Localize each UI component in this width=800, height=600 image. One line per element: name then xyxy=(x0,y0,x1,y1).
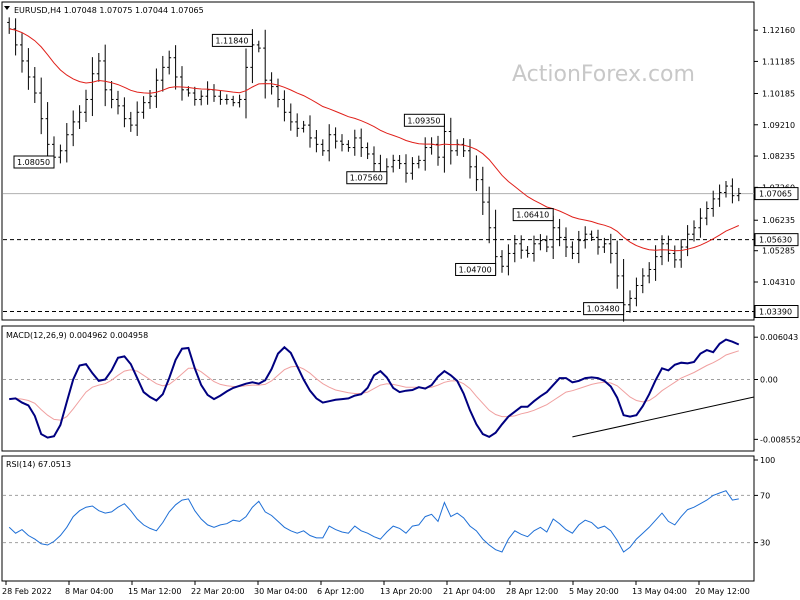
rsi-panel xyxy=(1,455,755,582)
macd-header: MACD(12,26,9) 0.004962 0.004958 xyxy=(6,331,148,340)
x-tick-label: 5 May 20:00 xyxy=(569,587,619,596)
price-header: EURUSD,H4 1.07048 1.07075 1.07044 1.0706… xyxy=(14,6,204,15)
price-bars xyxy=(7,17,741,322)
rsi-line xyxy=(8,490,739,553)
macd-signal-line xyxy=(9,350,739,421)
x-tick-label: 28 Feb 2022 xyxy=(2,587,52,596)
macd-y-tick-label: -0.008552 xyxy=(760,435,800,444)
rsi-header: RSI(14) 67.0513 xyxy=(6,460,71,469)
annotation-label: 1.04700 xyxy=(459,265,492,274)
x-tick-label: 20 May 12:00 xyxy=(695,587,750,596)
macd-trendline xyxy=(572,396,755,438)
x-tick-label: 28 Apr 12:00 xyxy=(506,587,558,596)
annotation-box xyxy=(346,171,388,185)
level-label: 1.05630 xyxy=(759,236,792,245)
price-y-tick-label: 1.12160 xyxy=(762,26,795,35)
price-panel xyxy=(1,1,755,321)
level-label-box xyxy=(754,233,799,247)
annotation-label: 1.07560 xyxy=(350,174,383,183)
x-tick-label: 8 Mar 04:00 xyxy=(65,587,113,596)
macd-y-axis: 0.006043 0.00 -0.008552 xyxy=(754,333,800,444)
price-y-tick-label: 1.06235 xyxy=(762,216,795,225)
annotation-box xyxy=(211,33,253,47)
annotation-box xyxy=(455,262,497,276)
watermark: ActionForex.com xyxy=(512,62,695,87)
price-y-tick-label: 1.11185 xyxy=(762,57,795,66)
price-annotations: 1.11840 1.08050 1.09350 1.07560 1.06410 1.047… xyxy=(13,33,625,316)
macd-line xyxy=(9,338,740,439)
rsi-y-tick-label: 70 xyxy=(760,491,770,500)
annotation-box xyxy=(583,302,625,316)
x-tick-label: 6 Apr 12:00 xyxy=(317,587,364,596)
macd-y-tick-label: 0.006043 xyxy=(760,333,798,342)
annotation-box xyxy=(403,113,445,127)
price-y-tick-label: 1.05285 xyxy=(762,247,795,256)
x-tick-label: 13 May 04:00 xyxy=(632,587,687,596)
macd-y-tick-label: 0.00 xyxy=(760,376,778,385)
rsi-reference-lines xyxy=(3,494,754,544)
price-y-tick-label: 1.04310 xyxy=(762,278,795,287)
rsi-y-tick-label: 100 xyxy=(760,456,775,465)
price-y-axis: 1.121601.111851.101851.092101.082351.072… xyxy=(754,26,795,317)
annotation-box xyxy=(13,155,55,169)
current-price-box xyxy=(754,187,799,201)
price-y-tick-label: 1.08235 xyxy=(762,152,795,161)
macd-panel xyxy=(1,325,755,452)
moving-average-line xyxy=(9,28,740,252)
x-tick-label: 15 Mar 12:00 xyxy=(128,587,181,596)
current-price-label: 1.07065 xyxy=(759,190,792,199)
x-tick-label: 22 Mar 20:00 xyxy=(191,587,244,596)
x-tick-label: 21 Apr 04:00 xyxy=(443,587,495,596)
annotation-label: 1.06410 xyxy=(516,211,549,220)
price-y-tick-label: 1.10185 xyxy=(762,90,795,99)
annotation-label: 1.11840 xyxy=(215,36,248,45)
annotation-label: 1.03480 xyxy=(587,305,620,314)
annotation-box xyxy=(512,208,554,222)
price-reference-lines: 1.05630 1.03390 1.07065 xyxy=(3,187,799,319)
x-tick-label: 30 Mar 04:00 xyxy=(254,587,307,596)
level-label: 1.03390 xyxy=(759,308,792,317)
rsi-y-axis: 100 70 30 xyxy=(754,456,775,548)
annotation-label: 1.08050 xyxy=(17,158,50,167)
time-x-axis: 28 Feb 2022 8 Mar 04:00 15 Mar 12:00 22 Mar… xyxy=(2,581,750,596)
rsi-y-tick-label: 30 xyxy=(760,539,770,548)
annotation-label: 1.09350 xyxy=(407,116,440,125)
x-tick-label: 13 Apr 20:00 xyxy=(380,587,432,596)
level-label-box xyxy=(754,305,799,319)
dropdown-triangle-icon xyxy=(4,6,10,10)
price-y-tick-label: 1.09210 xyxy=(762,121,795,130)
